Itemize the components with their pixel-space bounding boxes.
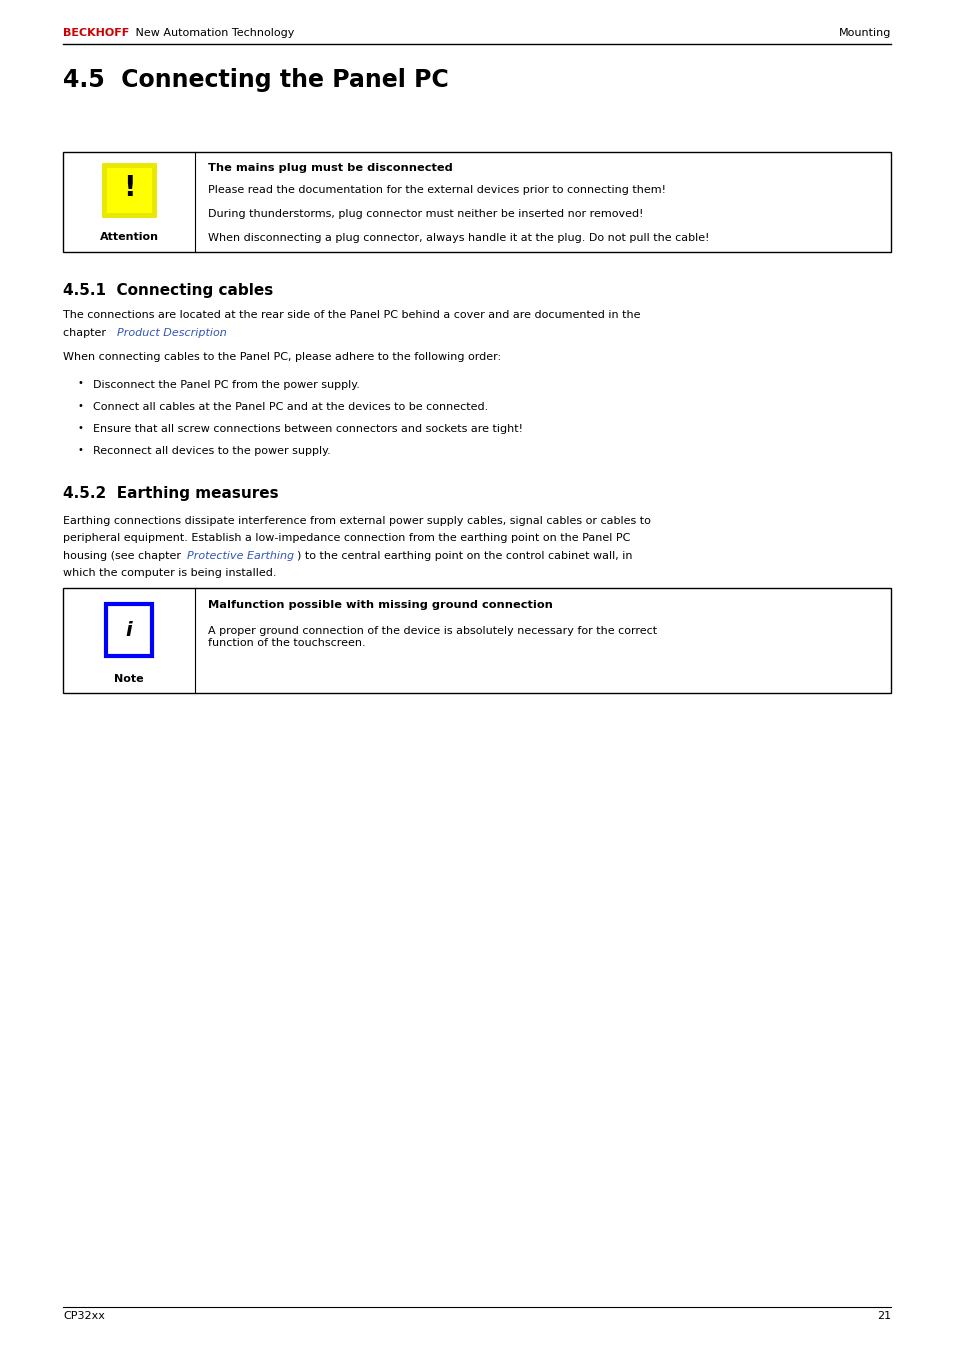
Text: •: •: [77, 378, 83, 389]
Text: •: •: [77, 423, 83, 432]
Text: The mains plug must be disconnected: The mains plug must be disconnected: [208, 163, 453, 173]
Text: 4.5.1  Connecting cables: 4.5.1 Connecting cables: [63, 282, 273, 299]
Bar: [63, 588, 890, 693]
Text: 4.5.2  Earthing measures: 4.5.2 Earthing measures: [63, 485, 278, 500]
Text: Ensure that all screw connections between connectors and sockets are tight!: Ensure that all screw connections betwee…: [92, 423, 522, 434]
Text: Protective Earthing: Protective Earthing: [187, 550, 294, 561]
Text: New Automation Technology: New Automation Technology: [132, 28, 294, 38]
Text: Reconnect all devices to the power supply.: Reconnect all devices to the power suppl…: [92, 446, 331, 455]
Text: chapter: chapter: [63, 327, 110, 338]
Text: BECKHOFF: BECKHOFF: [63, 28, 129, 38]
Text: .: .: [219, 327, 222, 338]
Text: ) to the central earthing point on the control cabinet wall, in: ) to the central earthing point on the c…: [296, 550, 632, 561]
Text: Malfunction possible with missing ground connection: Malfunction possible with missing ground…: [208, 600, 553, 611]
Text: Earthing connections dissipate interference from external power supply cables, s: Earthing connections dissipate interfere…: [63, 516, 650, 526]
Text: which the computer is being installed.: which the computer is being installed.: [63, 567, 276, 578]
Text: Note: Note: [114, 674, 144, 684]
Text: CP32xx: CP32xx: [63, 1310, 105, 1321]
Text: Attention: Attention: [99, 232, 158, 242]
Text: peripheral equipment. Establish a low-impedance connection from the earthing poi: peripheral equipment. Establish a low-im…: [63, 534, 630, 543]
Text: 4.5  Connecting the Panel PC: 4.5 Connecting the Panel PC: [63, 68, 448, 92]
Text: Connect all cables at the Panel PC and at the devices to be connected.: Connect all cables at the Panel PC and a…: [92, 401, 488, 412]
Text: Product Description: Product Description: [117, 327, 227, 338]
Text: A proper ground connection of the device is absolutely necessary for the correct: A proper ground connection of the device…: [208, 626, 657, 647]
Bar: [106, 604, 152, 657]
Text: Disconnect the Panel PC from the power supply.: Disconnect the Panel PC from the power s…: [92, 380, 359, 389]
Text: 21: 21: [876, 1310, 890, 1321]
Text: Please read the documentation for the external devices prior to connecting them!: Please read the documentation for the ex…: [208, 185, 665, 195]
Bar: [63, 153, 890, 253]
Text: housing (see chapter: housing (see chapter: [63, 550, 184, 561]
Text: •: •: [77, 444, 83, 454]
Text: !: !: [123, 174, 135, 203]
Text: •: •: [77, 400, 83, 411]
Text: Mounting: Mounting: [838, 28, 890, 38]
Text: The connections are located at the rear side of the Panel PC behind a cover and : The connections are located at the rear …: [63, 309, 639, 320]
Bar: [104, 165, 153, 215]
Text: i: i: [126, 620, 132, 639]
Text: During thunderstorms, plug connector must neither be inserted nor removed!: During thunderstorms, plug connector mus…: [208, 209, 643, 219]
Text: When disconnecting a plug connector, always handle it at the plug. Do not pull t: When disconnecting a plug connector, alw…: [208, 232, 709, 243]
Text: When connecting cables to the Panel PC, please adhere to the following order:: When connecting cables to the Panel PC, …: [63, 353, 500, 362]
